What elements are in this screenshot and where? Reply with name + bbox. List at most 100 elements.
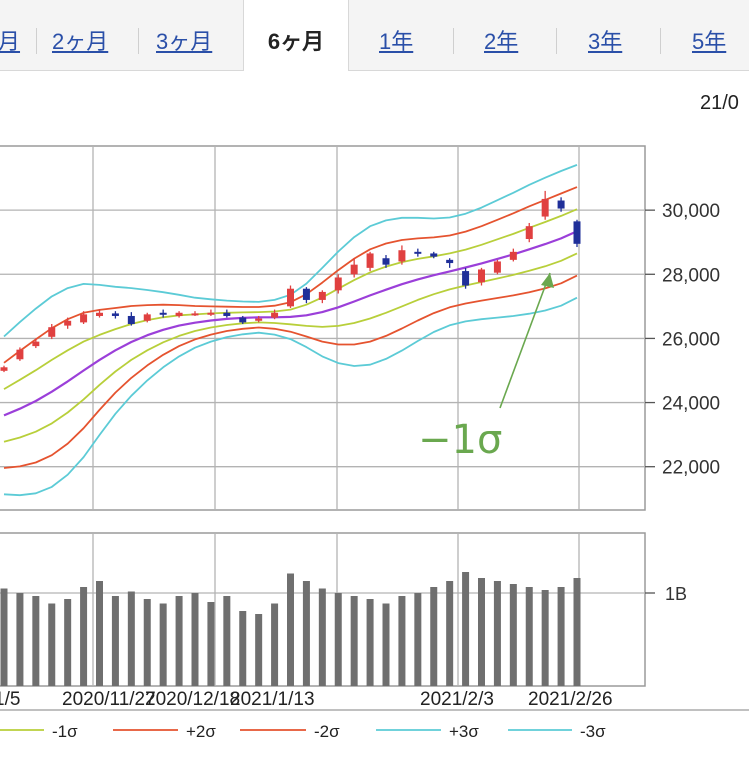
minus-1-sigma-line	[3, 252, 578, 443]
volume-bar	[48, 603, 56, 686]
volume-bar	[557, 587, 565, 686]
tab-separator	[556, 28, 557, 54]
tab-separator	[36, 28, 37, 54]
volume-bar	[64, 599, 72, 686]
candle-up	[478, 269, 485, 283]
volume-bar	[143, 599, 151, 686]
volume-bar	[493, 581, 501, 686]
candle-down	[573, 221, 581, 244]
tab-separator	[660, 28, 661, 54]
candle-up	[64, 320, 72, 326]
candle-up	[398, 250, 406, 262]
tab-separator	[138, 28, 139, 54]
candle-down	[446, 259, 454, 264]
volume-bar	[414, 593, 422, 686]
x-tick-label: 2020/11/27	[62, 689, 156, 710]
volume-bar	[16, 593, 24, 686]
price-panel-frame	[0, 145, 646, 511]
volume-bar	[96, 581, 103, 686]
price-tick-label: 24,000	[662, 394, 720, 415]
annotation-arrow-line	[499, 272, 551, 409]
candle-up	[191, 313, 199, 316]
tab-3-months[interactable]: 3ヶ月	[156, 29, 213, 54]
minus-3-sigma-line	[3, 296, 578, 497]
minus-2-sigma-line	[3, 274, 578, 469]
tab-5-years[interactable]: 5年	[692, 29, 727, 54]
tab-3-years[interactable]: 3年	[588, 29, 623, 54]
x-tick-label: 1/5	[0, 689, 20, 710]
volume-bar	[366, 599, 374, 686]
volume-bar	[271, 603, 279, 686]
legend-label: -2σ	[314, 722, 340, 741]
volume-bar	[223, 596, 231, 686]
candle-up	[96, 312, 103, 316]
volume-bar	[541, 590, 549, 686]
volume-bar	[318, 588, 326, 686]
volume-bar	[207, 602, 215, 686]
candle-up	[287, 288, 294, 307]
volume-bar	[350, 596, 358, 686]
volume-bar	[509, 584, 517, 686]
candle-up	[0, 367, 8, 371]
tab-1-year[interactable]: 1年	[379, 29, 414, 54]
legend-label: -1σ	[52, 722, 78, 741]
date-range-label: 21/0	[700, 92, 739, 114]
tab-6-months[interactable]: 6ヶ月	[243, 0, 349, 71]
volume-bar	[159, 603, 167, 686]
volume-bar	[398, 596, 406, 686]
legend-label: +2σ	[186, 722, 216, 741]
candle-down	[302, 288, 310, 300]
candle-down	[159, 312, 167, 315]
candle-up	[493, 261, 501, 273]
candle-up	[318, 291, 326, 300]
candle-down	[239, 317, 247, 323]
candle-up	[334, 277, 342, 291]
volume-bar	[462, 572, 470, 686]
tab-separator	[453, 28, 454, 54]
candle-up	[32, 341, 40, 347]
volume-bar	[32, 596, 40, 686]
candle-up	[541, 198, 549, 217]
x-tick-label: 2020/12/18	[145, 689, 240, 710]
volume-bar	[382, 603, 390, 686]
candle-up	[255, 318, 263, 321]
volume-bar	[239, 611, 247, 686]
candle-up	[16, 349, 24, 360]
volume-bar	[80, 587, 88, 686]
candle-up	[48, 327, 56, 337]
volume-bar	[287, 573, 294, 686]
candle-up	[175, 312, 183, 316]
candle-down	[430, 253, 438, 257]
candle-up	[350, 264, 358, 275]
tab-2-years[interactable]: 2年	[484, 29, 519, 54]
candle-up	[271, 312, 279, 318]
volume-bar	[302, 581, 310, 686]
legend-label: -3σ	[580, 722, 606, 741]
candle-down	[127, 315, 135, 324]
tab-2-months[interactable]: 2ヶ月	[52, 29, 109, 54]
price-tick-label: 26,000	[662, 329, 720, 350]
tab-1-month[interactable]: 月	[0, 29, 21, 54]
candle-up	[143, 314, 151, 321]
candle-down	[382, 258, 390, 265]
candle-up	[80, 314, 88, 323]
candle-up	[525, 226, 533, 240]
plus-2-sigma-line	[3, 186, 578, 364]
volume-bar	[478, 578, 485, 686]
volume-bar	[525, 587, 533, 686]
moving-average-line	[3, 230, 578, 417]
volume-bar	[0, 588, 8, 686]
x-tick-label: 2021/2/3	[420, 689, 494, 710]
candle-down	[462, 271, 470, 286]
x-tick-label: 2021/1/13	[230, 689, 315, 710]
x-tick-label: 2021/2/26	[528, 689, 613, 710]
volume-bar	[127, 591, 135, 686]
volume-bar	[111, 596, 119, 686]
candle-up	[366, 253, 374, 268]
volume-bar	[175, 596, 183, 686]
price-tick-label: 22,000	[662, 458, 720, 479]
annotation-arrow-head	[541, 273, 554, 288]
candle-up	[509, 251, 517, 260]
candle-down	[414, 251, 422, 254]
volume-bar	[255, 614, 263, 686]
